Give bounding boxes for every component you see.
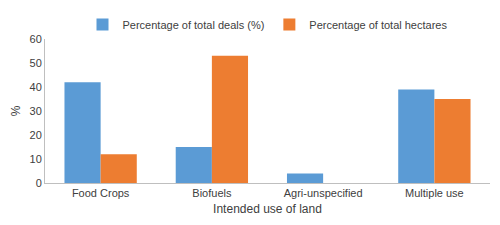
svg-text:0: 0 xyxy=(36,177,42,189)
svg-text:%: % xyxy=(9,105,23,116)
svg-text:10: 10 xyxy=(30,153,42,165)
svg-text:50: 50 xyxy=(30,57,42,69)
svg-text:Multiple use: Multiple use xyxy=(405,187,464,199)
svg-text:Percentage of total deals (%): Percentage of total deals (%) xyxy=(123,19,265,31)
svg-text:Agri-unspecified: Agri-unspecified xyxy=(284,187,363,199)
svg-text:Intended use of land: Intended use of land xyxy=(213,202,322,216)
svg-text:Food Crops: Food Crops xyxy=(72,187,130,199)
svg-text:30: 30 xyxy=(30,105,42,117)
svg-text:60: 60 xyxy=(30,33,42,45)
svg-text:40: 40 xyxy=(30,81,42,93)
svg-text:20: 20 xyxy=(30,129,42,141)
svg-text:Percentage of total hectares: Percentage of total hectares xyxy=(309,19,447,31)
svg-text:Biofuels: Biofuels xyxy=(192,187,232,199)
